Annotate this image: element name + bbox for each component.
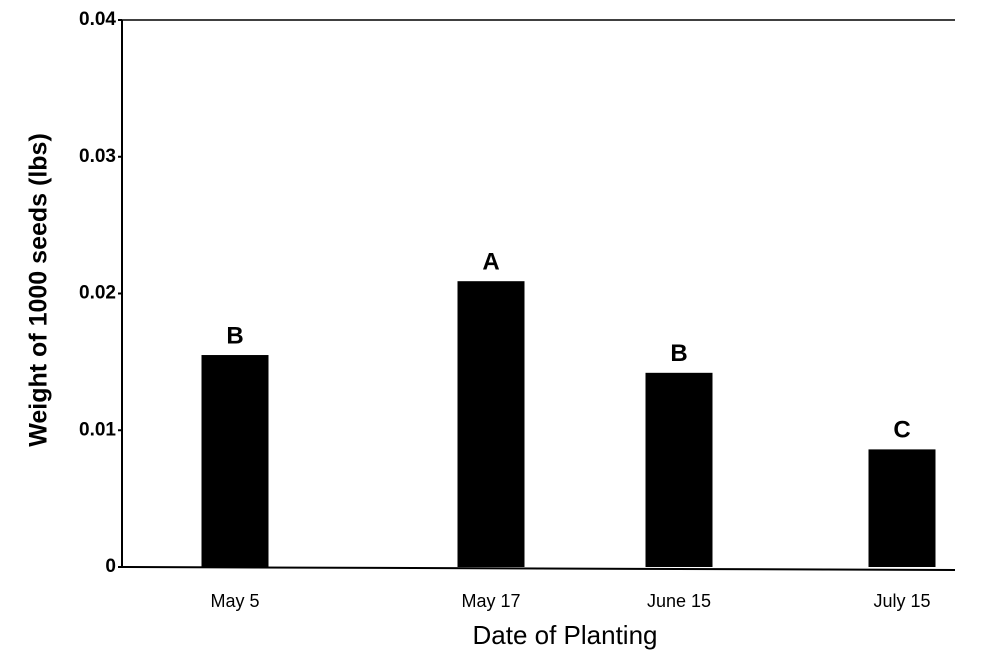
y-tick-label: 0.04 xyxy=(79,9,116,30)
y-tick-label: 0.03 xyxy=(79,146,116,167)
x-tick-label: May 5 xyxy=(210,591,259,611)
y-tick-label: 0.02 xyxy=(79,283,116,304)
bar xyxy=(868,449,936,567)
x-tick-label: June 15 xyxy=(647,591,711,611)
bar-annotation: B xyxy=(670,340,687,367)
y-axis-label: Weight of 1000 seeds (lbs) xyxy=(25,133,53,447)
bar-annotation: B xyxy=(226,322,243,349)
x-axis-label: Date of Planting xyxy=(472,620,657,650)
bar-annotation: A xyxy=(482,249,499,276)
x-axis xyxy=(121,566,956,571)
x-tick-label: May 17 xyxy=(461,591,520,611)
x-tick-label: July 15 xyxy=(873,591,930,611)
bar xyxy=(201,355,269,567)
bar-annotation: C xyxy=(893,417,910,444)
bar xyxy=(645,372,713,567)
bar xyxy=(457,281,525,567)
y-tick-label: 0.01 xyxy=(79,419,116,440)
y-tick-label: 0 xyxy=(105,556,116,577)
